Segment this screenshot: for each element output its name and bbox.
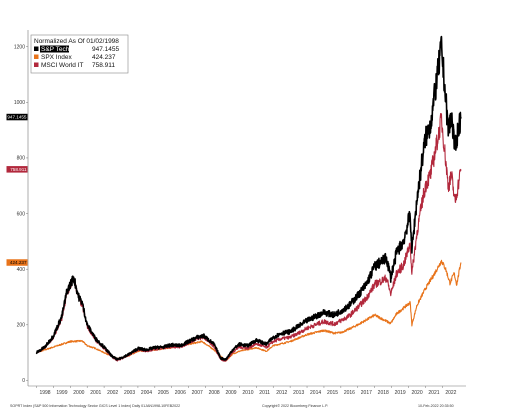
x-axis: 1998 1999 2000 2001 2002 2003 2004 2005 2006 2007… <box>28 385 466 396</box>
legend-value-sp-tech: 947.1455 <box>92 46 119 53</box>
x-tick-label: 2021 <box>428 390 439 396</box>
legend-label-spx: SPX Index <box>41 54 72 61</box>
footer-right: 10-Feb-2022 20:35:50 <box>418 404 454 408</box>
x-tick-label: 2015 <box>327 390 338 396</box>
x-tick-label: 2019 <box>395 390 406 396</box>
x-tick-label: 1998 <box>39 390 50 396</box>
last-value-tag <box>6 259 28 266</box>
series-line-s-p-tech <box>35 35 462 361</box>
last-value-tag-text: 758.911 <box>10 167 27 172</box>
y-tick-label: 400 <box>17 267 26 273</box>
x-tick-label: 2016 <box>344 390 355 396</box>
y-tick-label: 800 <box>17 156 26 162</box>
legend-highlight-sp-tech <box>40 45 69 53</box>
last-value-tag <box>6 113 28 121</box>
y-axis: 0 200 400 600 800 1000 1200 <box>14 30 29 386</box>
y-tick-label: 600 <box>17 211 26 217</box>
x-tick-label: 2018 <box>378 390 389 396</box>
x-tick-label: 2010 <box>242 390 253 396</box>
legend-value-spx: 424.237 <box>92 54 116 61</box>
x-tick-label: 2022 <box>445 390 456 396</box>
legend-title: Normalized As Of 01/02/1998 <box>34 38 119 45</box>
x-tick-label: 2011 <box>259 390 270 396</box>
legend: Normalized As Of 01/02/1998 S&P Tech 947… <box>30 34 129 74</box>
x-tick-label: 2007 <box>192 390 203 396</box>
y-tick-label: 1000 <box>14 100 25 106</box>
legend-label-sp-tech: S&P Tech <box>41 46 70 53</box>
x-tick-label: 2017 <box>361 390 372 396</box>
legend-swatch-sp-tech <box>34 46 39 51</box>
legend-label-msci: MSCI World IT <box>41 62 84 69</box>
y-tick-label: 200 <box>17 323 26 329</box>
x-tick-label: 2020 <box>412 390 423 396</box>
y-tick-label: 0 <box>22 378 25 384</box>
footer-left: SOPRT Index (S&P 500 Information Technol… <box>10 404 180 408</box>
x-tick-label: 2006 <box>175 390 186 396</box>
last-value-tag-text: 424.237 <box>10 260 27 265</box>
x-tick-label: 2005 <box>158 390 169 396</box>
footer-center: Copyright© 2022 Bloomberg Finance L.P. <box>262 404 328 408</box>
x-tick-label: 2000 <box>73 390 84 396</box>
x-tick-label: 2001 <box>90 390 101 396</box>
last-value-tags: 947.1455 424.237 758.911 <box>6 113 28 266</box>
series-line-msci-world-it <box>35 112 462 362</box>
legend-box <box>30 34 129 74</box>
legend-swatch-spx <box>34 54 39 59</box>
series-layer <box>35 35 462 362</box>
x-tick-label: 2009 <box>225 390 236 396</box>
x-tick-label: 2013 <box>293 390 304 396</box>
x-tick-label: 2014 <box>310 390 321 396</box>
x-tick-label: 1999 <box>56 390 67 396</box>
y-tick-label: 1200 <box>14 44 25 50</box>
legend-value-msci: 758.911 <box>92 62 115 69</box>
x-tick-label: 2008 <box>209 390 220 396</box>
last-value-tag-text: 947.1455 <box>7 115 27 120</box>
footer: SOPRT Index (S&P 500 Information Technol… <box>10 404 454 408</box>
x-tick-label: 2002 <box>107 390 118 396</box>
legend-swatch-msci <box>34 62 39 67</box>
x-tick-label: 2012 <box>276 390 287 396</box>
last-value-tag <box>6 166 28 173</box>
x-tick-label: 2004 <box>141 390 152 396</box>
x-tick-label: 2003 <box>124 390 135 396</box>
